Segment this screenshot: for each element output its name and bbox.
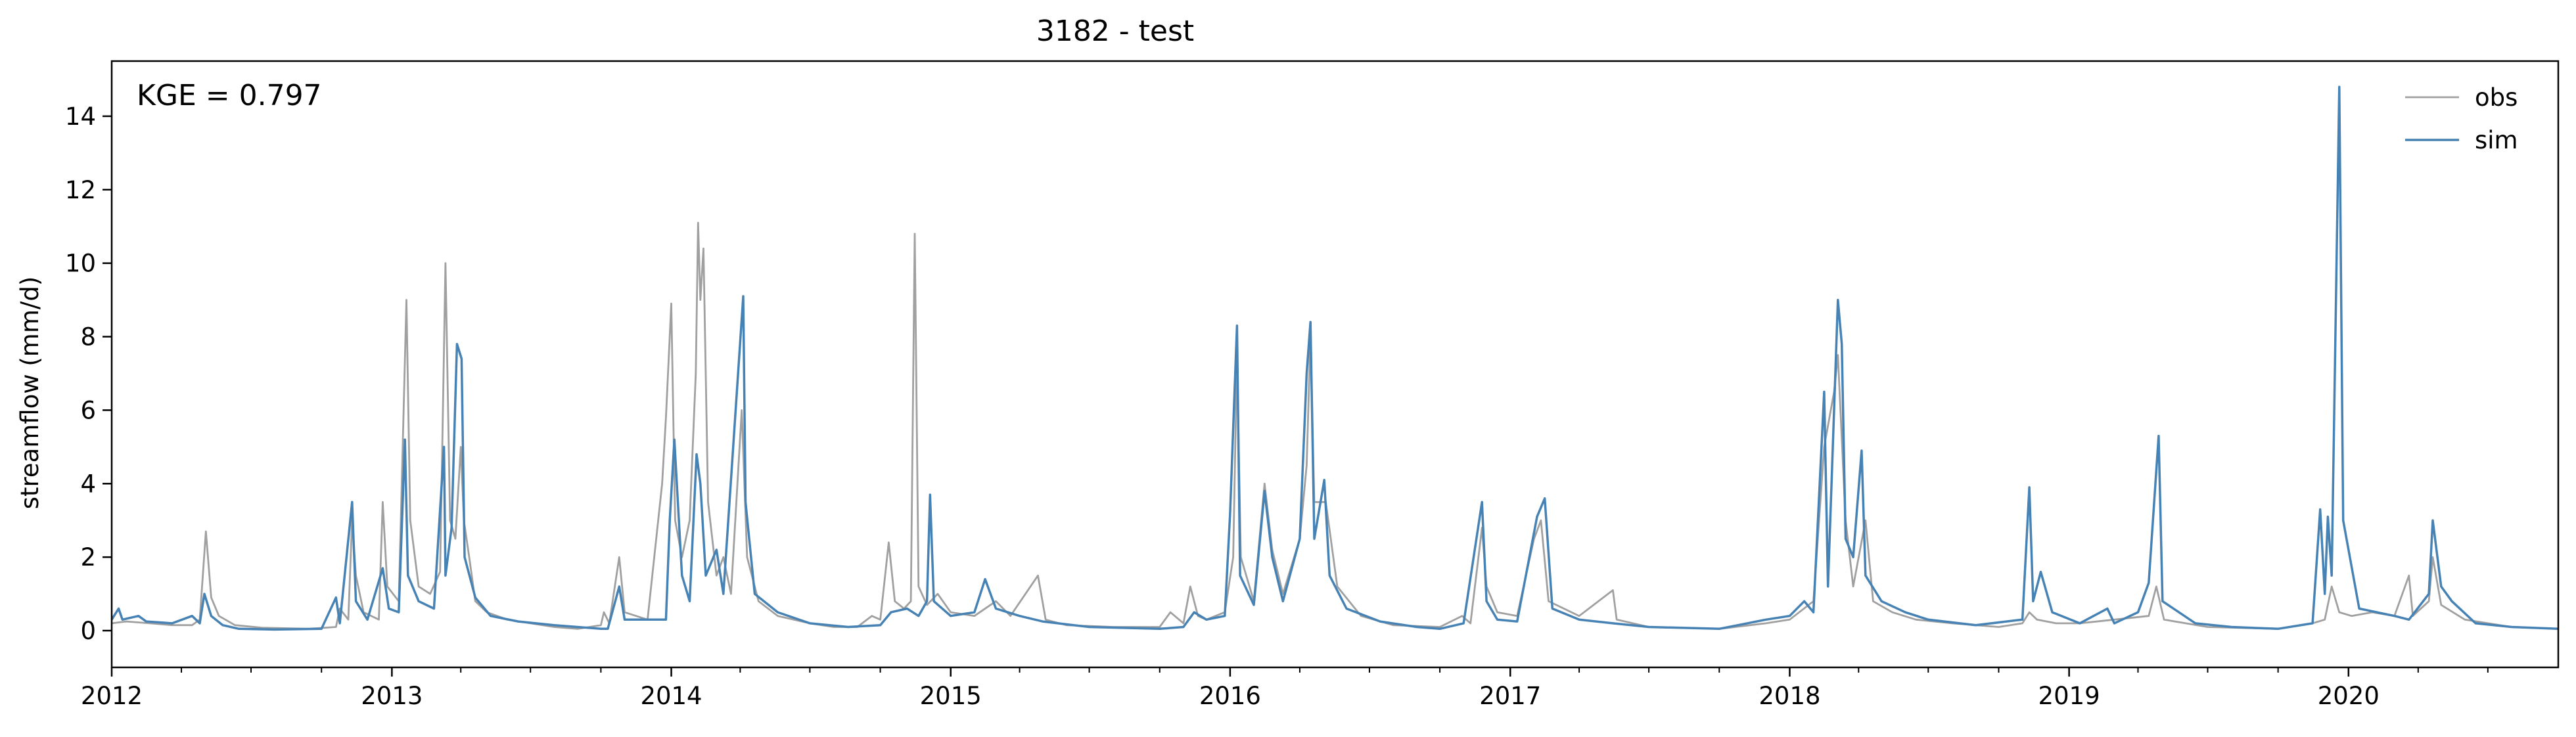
y-tick-label: 4 <box>80 470 96 498</box>
series-line-sim <box>110 85 2559 631</box>
y-tick-label: 2 <box>80 543 96 571</box>
y-tick-label: 12 <box>65 176 96 204</box>
x-tick-label: 2015 <box>920 682 982 710</box>
y-tick-label: 14 <box>65 102 96 131</box>
x-axis: 2012 2013 2014 2015 2016 2017 2018 2019 2020 <box>81 667 2489 710</box>
x-tick-label: 2014 <box>640 682 702 710</box>
y-tick-label: 6 <box>80 396 96 424</box>
x-tick-label: 2020 <box>2318 682 2380 710</box>
y-axis-label: streamflow (mm/d) <box>16 277 44 510</box>
legend-label-sim: sim <box>2475 126 2518 154</box>
y-tick-label: 10 <box>65 250 96 278</box>
legend: obs sim <box>2405 83 2518 154</box>
plot-frame <box>110 60 2560 669</box>
x-tick-label: 2013 <box>361 682 423 710</box>
y-tick-label: 0 <box>80 617 96 645</box>
x-tick-label: 2012 <box>81 682 143 710</box>
x-tick-label: 2019 <box>2038 682 2100 710</box>
x-tick-label: 2016 <box>1199 682 1261 710</box>
x-tick-label: 2018 <box>1759 682 1820 710</box>
y-tick-label: 8 <box>80 323 96 351</box>
y-axis: 0 2 4 6 8 10 12 14 <box>65 102 112 645</box>
chart-title: 3182 - test <box>1036 14 1194 48</box>
legend-label-obs: obs <box>2475 83 2518 112</box>
series-layer <box>110 85 2559 631</box>
kge-annotation: KGE = 0.797 <box>137 79 322 112</box>
x-tick-label: 2017 <box>1479 682 1541 710</box>
